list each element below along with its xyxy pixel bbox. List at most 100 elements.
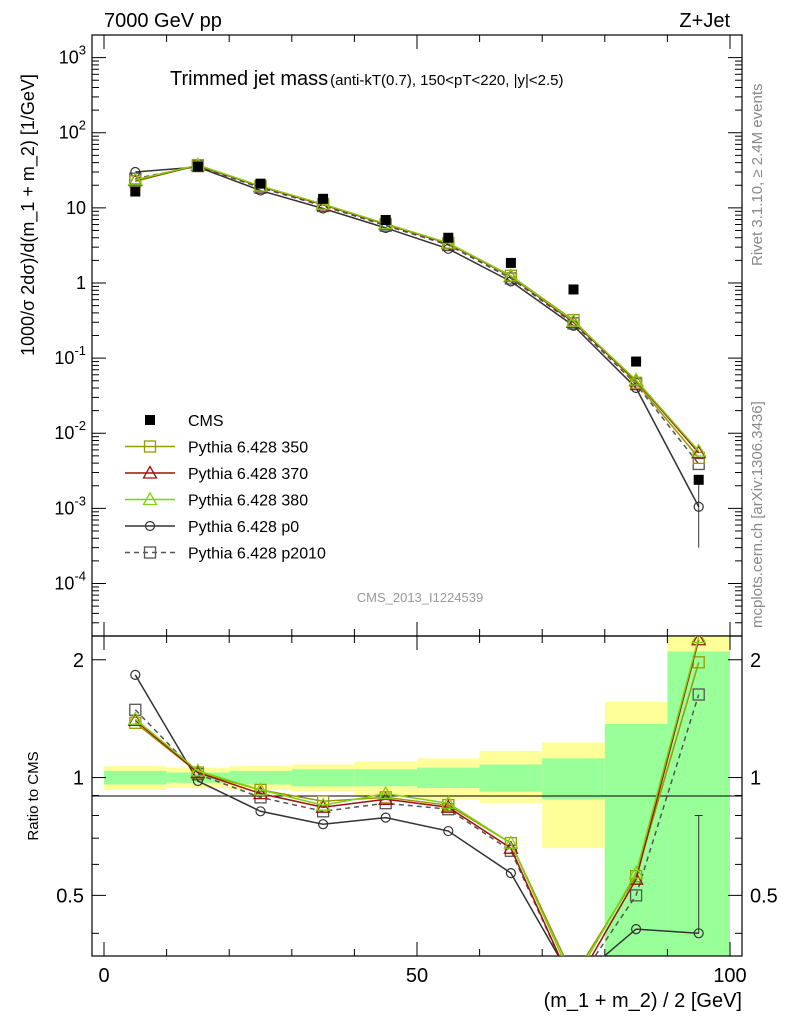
ratio-data-point xyxy=(691,636,707,644)
ratio-x-tick-label: 100 xyxy=(713,965,746,987)
main-plot-panel: 10-4 10-3 10-2 10-1 1 10 102 103 Trimmed jet ma… xyxy=(18,34,743,637)
ratio-data-point xyxy=(255,806,266,817)
ratio-data-point xyxy=(129,703,142,716)
main-data-point xyxy=(693,474,704,485)
ratio-y-tick-label: 2 xyxy=(750,650,761,672)
main-data-point xyxy=(693,501,704,512)
legend-marker xyxy=(142,491,158,506)
ratio-band-green xyxy=(229,770,292,785)
ratio-data-point xyxy=(440,795,456,809)
main-data-point xyxy=(192,161,203,172)
mcplots-label: mcplots.cern.ch [arXiv:1306.3436] xyxy=(749,401,766,628)
ratio-y-axis-label: Ratio to CMS xyxy=(25,751,42,840)
ratio-plot-panel: 0.5 0.5 1 1 2 2 0 50 100 Ratio to CMS (m_1 + m_2… xyxy=(25,635,778,1012)
legend-label: Pythia 6.428 p0 xyxy=(188,519,299,536)
energy-label: 7000 GeV pp xyxy=(104,10,222,32)
main-y-tick-label: 10-1 xyxy=(54,343,86,368)
ratio-ticks: 0.5 0.5 1 1 2 2 0 50 100 xyxy=(56,636,778,987)
main-y-tick-label: 102 xyxy=(59,118,86,143)
ratio-data-point xyxy=(629,889,643,902)
ratio-data-point xyxy=(378,785,394,800)
ratio-series-4 xyxy=(130,669,704,987)
main-series-line xyxy=(135,164,700,452)
main-y-tick-label: 10-2 xyxy=(54,418,86,443)
main-series-5 xyxy=(130,161,704,548)
main-data-point xyxy=(503,268,519,282)
main-series-group xyxy=(127,157,707,548)
ratio-y-tick-label: 0.5 xyxy=(56,885,84,907)
ratio-band-green xyxy=(542,758,605,800)
ratio-data-point xyxy=(127,711,143,725)
main-series-line xyxy=(135,166,700,508)
legend-label: CMS xyxy=(188,413,224,430)
main-data-point xyxy=(565,313,582,327)
main-data-point xyxy=(691,443,707,457)
main-y-axis-label: 1000/σ 2dσ)/d(m_1 + m_2) [1/GeV] xyxy=(18,74,39,356)
ratio-data-point xyxy=(503,840,519,854)
legend-marker xyxy=(145,415,155,425)
legend-marker xyxy=(143,440,157,453)
main-data-point xyxy=(380,214,391,225)
ratio-data-point xyxy=(315,797,331,811)
ratio-data-point xyxy=(628,865,644,879)
ratio-series-line xyxy=(134,674,699,956)
ratio-y-tick-label: 0.5 xyxy=(750,885,778,907)
x-axis-label: (m_1 + m_2) / 2 [GeV] xyxy=(544,990,742,1012)
ratio-series-group xyxy=(127,636,707,988)
ratio-series-3 xyxy=(127,636,707,988)
main-series-4 xyxy=(127,157,707,457)
ratio-data-point xyxy=(190,763,206,777)
ratio-band-green xyxy=(479,764,543,792)
main-y-tick-label: 10 xyxy=(66,198,86,218)
ratio-band-green xyxy=(354,769,417,787)
ratio-series-line xyxy=(134,639,700,956)
main-data-point xyxy=(568,284,579,295)
ratio-series-line xyxy=(134,637,700,956)
main-series-1 xyxy=(130,161,704,485)
main-data-point xyxy=(318,193,329,204)
ratio-data-point xyxy=(567,976,580,988)
legend-label: Pythia 6.428 380 xyxy=(188,493,308,510)
legend-marker xyxy=(144,520,156,532)
main-data-point xyxy=(127,172,143,186)
ratio-data-point xyxy=(380,812,391,823)
ratio-band-green xyxy=(291,769,355,787)
ratio-y-tick-label: 1 xyxy=(73,768,84,790)
legend-marker xyxy=(142,465,158,479)
main-y-tick-label: 1 xyxy=(76,273,86,293)
ratio-y-tick-label: 2 xyxy=(73,650,84,672)
rivet-version-label: Rivet 3.1.10, ≥ 2.4M events xyxy=(749,84,766,267)
ratio-data-point xyxy=(503,835,519,849)
main-y-tick-label: 10-4 xyxy=(54,568,86,593)
main-y-ticks: 10-4 10-3 10-2 10-1 1 10 102 103 xyxy=(54,34,742,637)
main-data-point xyxy=(505,257,516,268)
main-y-tick-label: 10-3 xyxy=(54,493,86,518)
ratio-x-tick-label: 50 xyxy=(406,965,428,987)
main-series-line xyxy=(135,164,700,454)
ratio-data-point xyxy=(691,636,707,646)
ratio-data-point xyxy=(440,799,456,813)
ratio-y-tick-label: 1 xyxy=(750,768,761,790)
plot-title: Trimmed jet mass (anti-kT(0.7), 150<pT<22… xyxy=(170,68,564,90)
ratio-data-point xyxy=(630,924,642,935)
ratio-band-green xyxy=(104,770,167,785)
ratio-band-green xyxy=(604,724,668,956)
main-data-point xyxy=(255,178,266,189)
main-data-point xyxy=(628,372,644,386)
ratio-x-tick-label: 0 xyxy=(98,965,109,987)
analysis-watermark: CMS_2013_I1224539 xyxy=(357,590,484,605)
ratio-data-point xyxy=(569,978,578,987)
legend-label: Pythia 6.428 350 xyxy=(188,440,308,457)
ratio-data-point xyxy=(568,971,579,982)
legend-label: Pythia 6.428 p2010 xyxy=(188,546,326,563)
main-y-tick-label: 103 xyxy=(59,43,86,68)
main-data-point xyxy=(130,186,141,197)
ratio-data-point xyxy=(315,799,331,813)
ratio-data-point xyxy=(443,825,454,837)
legend-label: Pythia 6.428 370 xyxy=(188,466,308,483)
main-data-point xyxy=(691,444,707,459)
ratio-data-point xyxy=(318,819,329,830)
ratio-data-point xyxy=(130,669,141,680)
legend: CMS Pythia 6.428 350 Pythia 6.428 370 Pythi… xyxy=(125,413,326,563)
process-label: Z+Jet xyxy=(679,10,730,32)
